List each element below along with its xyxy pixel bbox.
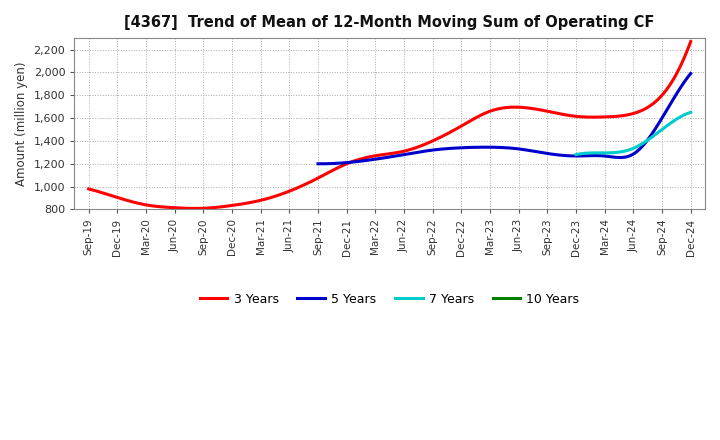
Title: [4367]  Trend of Mean of 12-Month Moving Sum of Operating CF: [4367] Trend of Mean of 12-Month Moving … — [125, 15, 655, 30]
Y-axis label: Amount (million yen): Amount (million yen) — [15, 62, 28, 186]
Legend: 3 Years, 5 Years, 7 Years, 10 Years: 3 Years, 5 Years, 7 Years, 10 Years — [195, 288, 585, 311]
